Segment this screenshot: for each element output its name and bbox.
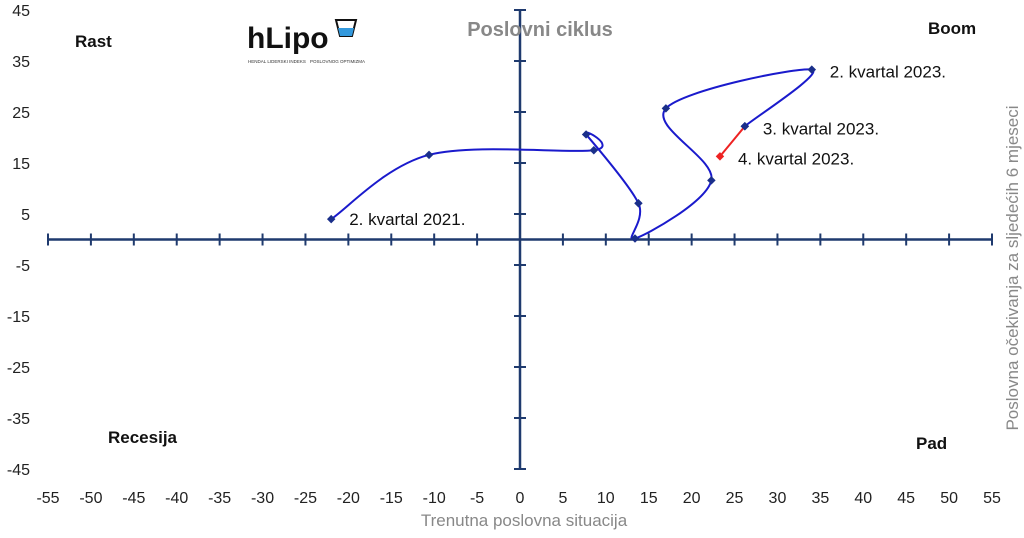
axes: [47, 9, 993, 470]
data-point: [807, 65, 817, 74]
y-tick-label: 5: [21, 207, 30, 224]
x-tick-label: -20: [337, 490, 360, 507]
annotation-label: 2. kvartal 2023.: [830, 63, 946, 82]
annotation-label: 4. kvartal 2023.: [738, 149, 854, 168]
quadrant-pad: Pad: [916, 434, 947, 453]
y-tick-label: -15: [7, 309, 30, 326]
x-tick-label: 55: [983, 490, 1001, 507]
x-tick-label: 15: [640, 490, 658, 507]
y-tick-label: 45: [12, 3, 30, 20]
x-tick-label: -15: [380, 490, 403, 507]
data-point: [634, 199, 643, 208]
quadrant-boom: Boom: [928, 19, 976, 38]
x-tick-label: 45: [897, 490, 915, 507]
x-tick-label: 35: [811, 490, 829, 507]
series-line-0: [330, 68, 815, 240]
x-tick-label: -55: [36, 490, 59, 507]
annotation-label: 3. kvartal 2023.: [763, 119, 879, 138]
y-tick-label: -35: [7, 411, 30, 428]
annotation-label: 2. kvartal 2021.: [349, 210, 465, 229]
x-tick-label: -5: [470, 490, 484, 507]
x-tick-label: -35: [208, 490, 231, 507]
y-tick-label: -45: [7, 462, 30, 479]
hlipo-logo: hLipo HENDAL LIDERSKI INDEKS POSLOVNOG O…: [247, 19, 365, 64]
x-tick-label: 40: [854, 490, 872, 507]
x-tick-label: -45: [122, 490, 145, 507]
y-tick-label: -25: [7, 360, 30, 377]
x-tick-label: -50: [79, 490, 102, 507]
x-axis-label: Trenutna poslovna situacija: [421, 511, 628, 530]
logo-wordmark: hLipo: [247, 22, 329, 55]
y-tick-label: -5: [16, 258, 30, 275]
y-tick-label: 35: [12, 54, 30, 71]
chart-title: Poslovni ciklus: [467, 19, 613, 41]
logo-subtitle-left: HENDAL LIDERSKI INDEKS: [248, 59, 306, 64]
annotations: 2. kvartal 2021. 2. kvartal 2023. 3. kvart…: [349, 63, 946, 229]
data-point: [424, 150, 434, 160]
data-point: [707, 176, 716, 185]
x-tick-label: 10: [597, 490, 615, 507]
x-tick-label: -30: [251, 490, 274, 507]
quadrant-rast: Rast: [75, 32, 112, 51]
logo-subtitle-right: POSLOVNOG OPTIMIZMA: [310, 59, 365, 64]
y-tick-label: 25: [12, 105, 30, 122]
x-tick-label: -40: [165, 490, 188, 507]
x-tick-label: 50: [940, 490, 958, 507]
x-tick-label: -10: [423, 490, 446, 507]
logo-cup-fill: [338, 28, 354, 36]
x-tick-label: 5: [558, 490, 567, 507]
y-tick-label: 15: [12, 156, 30, 173]
quadrant-recesija: Recesija: [108, 428, 178, 447]
tick-labels: -55 -50 -45 -40 -35 -30 -25 -20 -15 -10 -5 0 5 10 15 20…: [7, 3, 1001, 507]
x-tick-label: 20: [683, 490, 701, 507]
x-tick-label: -25: [294, 490, 317, 507]
x-tick-label: 25: [726, 490, 744, 507]
x-tick-label: 30: [769, 490, 787, 507]
y-axis-label: Poslovna očekivanja za sljedećih 6 mjese…: [1003, 105, 1022, 430]
data-point: [326, 214, 336, 224]
x-tick-label: 0: [516, 490, 525, 507]
